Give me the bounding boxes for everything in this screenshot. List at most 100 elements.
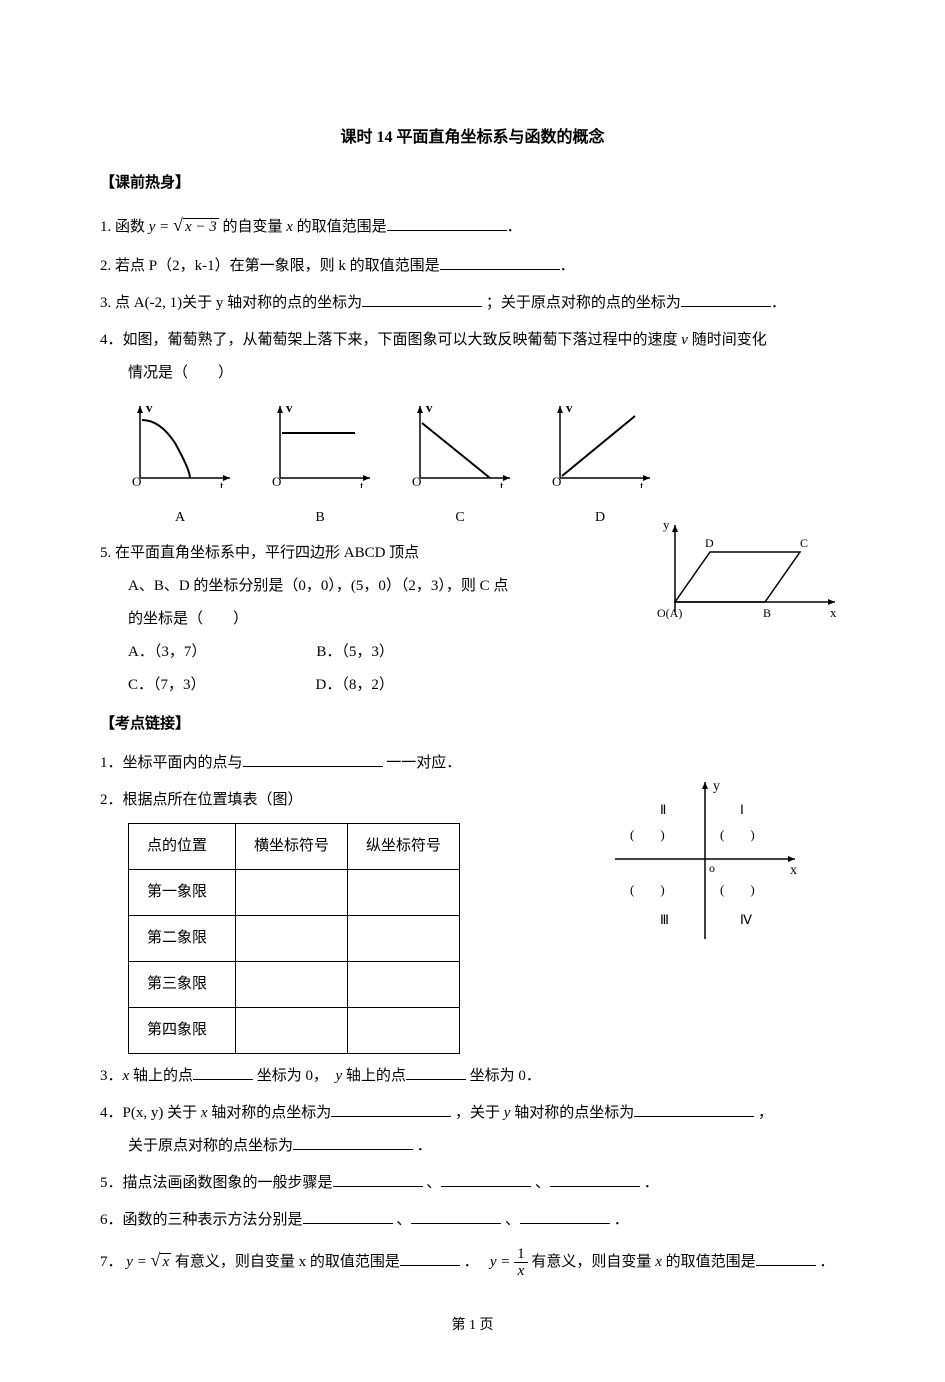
td-q1: 第一象限 [129, 870, 236, 916]
k1b: 一一对应． [386, 755, 461, 771]
blank[interactable] [193, 1064, 253, 1080]
svg-text:t: t [500, 478, 504, 488]
graph-d-svg: O t v [540, 398, 660, 488]
q3-text-a: 3. 点 A(-2, 1)关于 y 轴对称的点的坐标为 [100, 295, 362, 311]
k4-line2: 关于原点对称的点坐标为 ． [100, 1130, 845, 1163]
cell-blank[interactable] [236, 916, 348, 962]
blank[interactable] [293, 1134, 413, 1150]
svg-text:y: y [713, 779, 720, 794]
blank[interactable] [331, 1101, 451, 1117]
cell-blank[interactable] [348, 916, 460, 962]
table-row: 第三象限 [129, 962, 460, 1008]
q4-text-c: 情况是（ ） [100, 357, 845, 390]
q1-text-a: 1. 函数 [100, 219, 149, 235]
svg-text:Ⅲ: Ⅲ [660, 912, 669, 927]
var-x: x [201, 1105, 208, 1121]
blank[interactable] [520, 1208, 610, 1224]
svg-text:( ): ( ) [720, 827, 755, 842]
k4f: 关于原点对称的点坐标为 [128, 1138, 293, 1154]
k3a: 3． [100, 1068, 123, 1084]
blank[interactable] [550, 1171, 640, 1187]
blank[interactable] [387, 215, 507, 231]
section-warmup: 【课前热身】 [100, 167, 845, 200]
graph-d-label: D [540, 503, 660, 534]
svg-text:D: D [705, 536, 714, 550]
blank[interactable] [440, 254, 560, 270]
td-q4: 第四象限 [129, 1008, 236, 1054]
graph-b-svg: O t v [260, 398, 380, 488]
cell-blank[interactable] [348, 1008, 460, 1054]
kp-5: 5．描点法画函数图象的一般步骤是 、 、 ． [100, 1167, 845, 1200]
th-pos: 点的位置 [129, 824, 236, 870]
blank[interactable] [400, 1250, 460, 1266]
blank[interactable] [756, 1250, 816, 1266]
blank[interactable] [406, 1064, 466, 1080]
q5-opt-b: B．（5，3） [316, 636, 394, 669]
graph-c-label: C [400, 503, 520, 534]
blank[interactable] [441, 1171, 531, 1187]
svg-text:Ⅱ: Ⅱ [660, 802, 666, 817]
q3-text-b: ；关于原点对称的点的坐标为 [486, 295, 681, 311]
k4g: ． [417, 1138, 432, 1154]
k4c: ，关于 [455, 1105, 504, 1121]
cell-blank[interactable] [236, 1008, 348, 1054]
kp-3: 3．x 轴上的点 坐标为 0， y 轴上的点 坐标为 0． [100, 1060, 845, 1093]
cell-blank[interactable] [348, 870, 460, 916]
svg-text:( ): ( ) [630, 827, 665, 842]
svg-text:v: v [286, 400, 293, 415]
blank[interactable] [362, 291, 482, 307]
q5-opt-d: D．（8，2） [316, 669, 394, 702]
k6a: 6．函数的三种表示方法分别是 [100, 1212, 303, 1228]
table-row: 第二象限 [129, 916, 460, 962]
k7d: 有意义，则自变量 [531, 1254, 655, 1270]
graph-c-svg: O t v [400, 398, 520, 488]
blank[interactable] [634, 1101, 754, 1117]
svg-text:B: B [763, 606, 771, 620]
blank[interactable] [243, 751, 383, 767]
blank[interactable] [333, 1171, 423, 1187]
k4a: 4．P(x, y) 关于 [100, 1105, 201, 1121]
graph-a-label: A [120, 503, 240, 534]
var-y: y [504, 1105, 511, 1121]
blank[interactable] [411, 1208, 501, 1224]
svg-text:y: y [663, 517, 670, 532]
svg-text:O: O [272, 474, 281, 488]
k3b: 轴上的点 [133, 1068, 193, 1084]
q4-var-v: v [681, 332, 688, 348]
table-row: 第四象限 [129, 1008, 460, 1054]
table-row: 点的位置 横坐标符号 纵坐标符号 [129, 824, 460, 870]
th-ysign: 纵坐标符号 [348, 824, 460, 870]
k6b: 、 [396, 1212, 411, 1228]
k7c: ． [464, 1254, 487, 1270]
k5d: ． [644, 1175, 659, 1191]
svg-text:O: O [412, 474, 421, 488]
th-xsign: 横坐标符号 [236, 824, 348, 870]
q5-options-row2: C．（7，3） D．（8，2） [100, 669, 845, 702]
var-y: y [335, 1068, 342, 1084]
k3c: 坐标为 0， [257, 1068, 336, 1084]
svg-text:( ): ( ) [720, 882, 755, 897]
graph-b-label: B [260, 503, 380, 534]
k3e: 坐标为 0． [470, 1068, 541, 1084]
graph-a: O t v A [120, 398, 240, 534]
graph-a-svg: O t v [120, 398, 240, 488]
cell-blank[interactable] [236, 962, 348, 1008]
blank[interactable] [681, 291, 771, 307]
page: 课时 14 平面直角坐标系与函数的概念 【课前热身】 1. 函数 y = √x … [0, 0, 945, 1382]
cell-blank[interactable] [348, 962, 460, 1008]
graph-b: O t v B [260, 398, 380, 534]
kp-7: 7． y = √x 有意义，则自变量 x 的取值范围是 ． y = 1x 有意义… [100, 1241, 845, 1281]
quadrant-diagram: y x o Ⅰ Ⅱ Ⅲ Ⅳ ( ) ( ) ( ) ( ) [605, 774, 805, 944]
var-x: x [655, 1254, 662, 1270]
question-1: 1. 函数 y = √x − 3 的自变量 x 的取值范围是． [100, 206, 845, 246]
question-3: 3. 点 A(-2, 1)关于 y 轴对称的点的坐标为 ；关于原点对称的点的坐标… [100, 287, 845, 320]
question-2: 2. 若点 P（2，k-1）在第一象限，则 k 的取值范围是． [100, 250, 845, 283]
blank[interactable] [303, 1208, 393, 1224]
kp-2: 2．根据点所在位置填表（图） y x o Ⅰ Ⅱ Ⅲ Ⅳ ( ) ( ) ( )… [100, 784, 845, 1054]
cell-blank[interactable] [236, 870, 348, 916]
k4b: 轴对称的点坐标为 [211, 1105, 331, 1121]
q4-text-b: 随时间变化 [692, 332, 767, 348]
k5c: 、 [535, 1175, 550, 1191]
svg-text:C: C [800, 536, 808, 550]
q4-text-a: 4．如图，葡萄熟了，从葡萄架上落下来，下面图象可以大致反映葡萄下落过程中的速度 [100, 332, 681, 348]
